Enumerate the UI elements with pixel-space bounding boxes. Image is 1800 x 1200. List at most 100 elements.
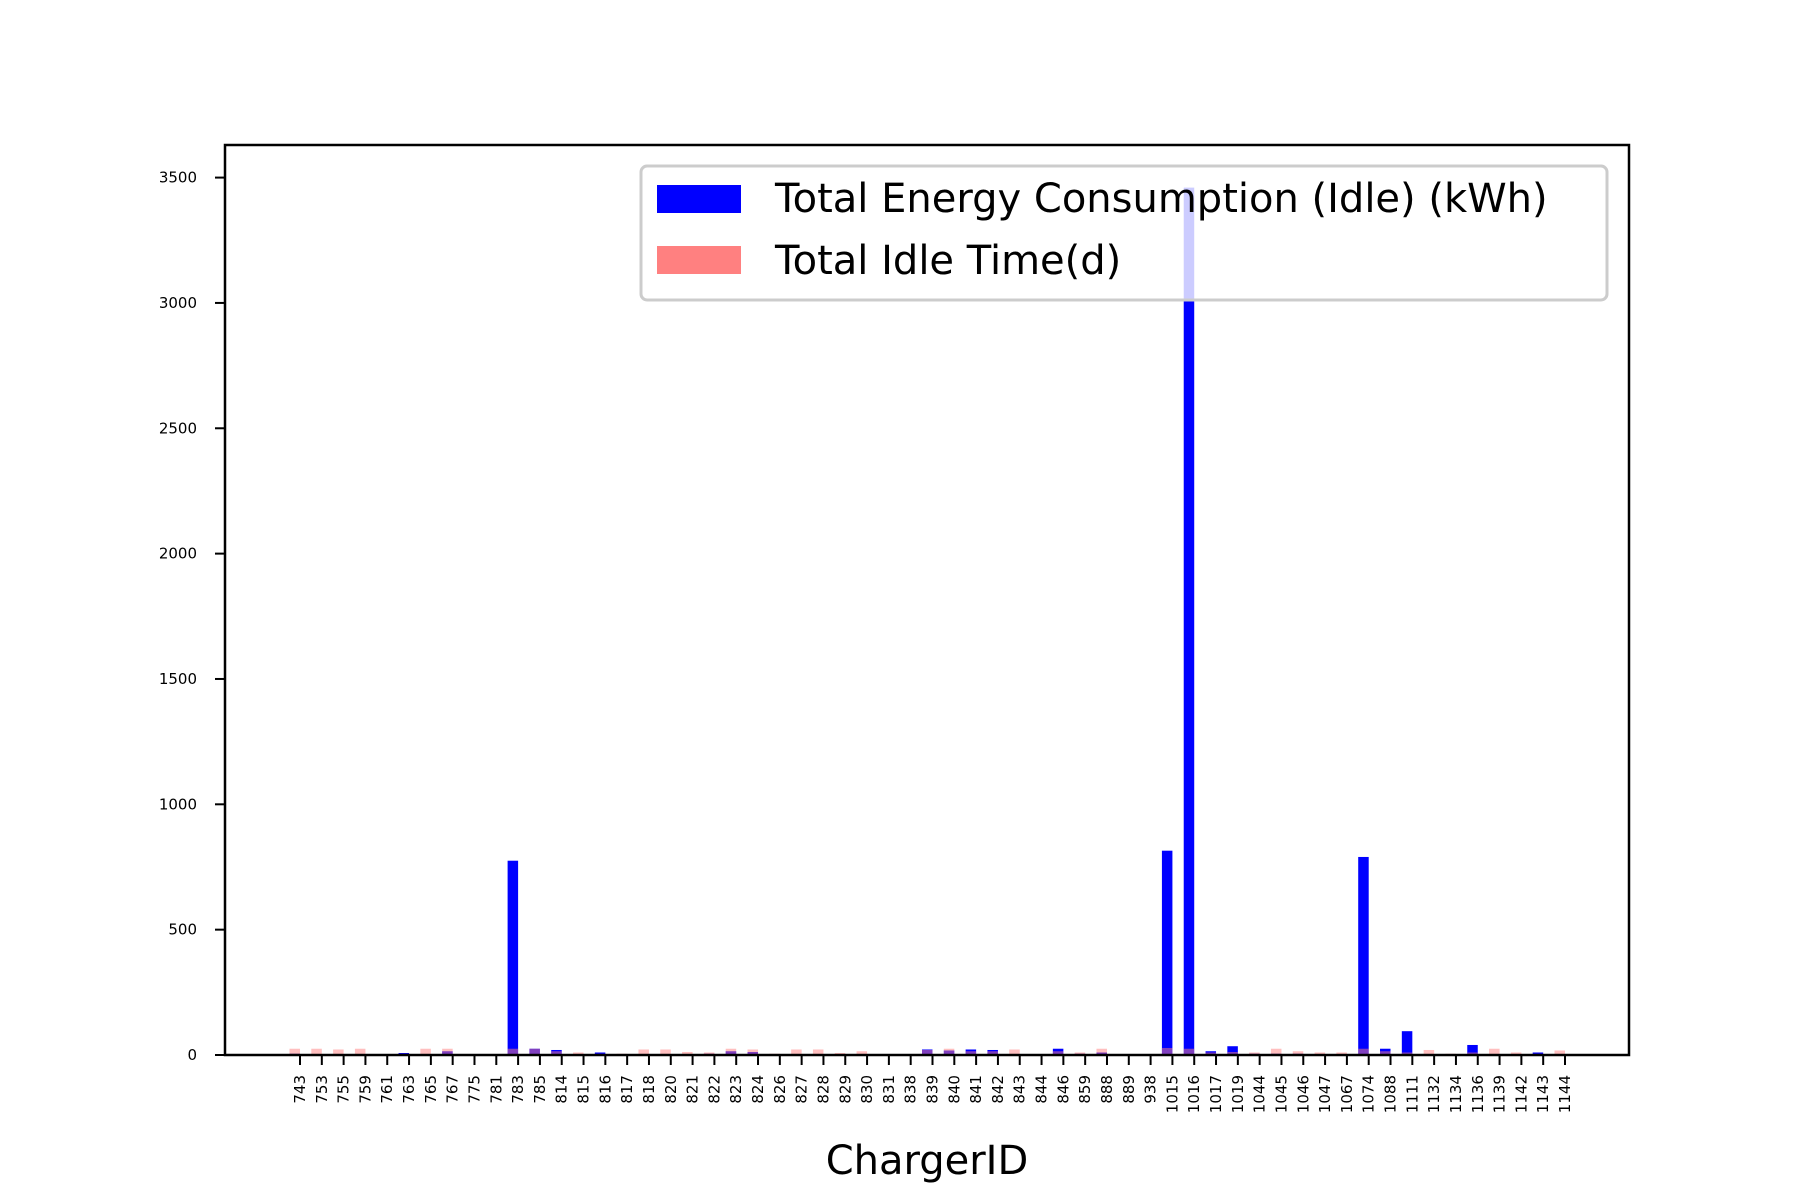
x-tick-label-843: 843 [1011,1075,1029,1104]
legend-swatch-energy [657,185,741,213]
x-tick-label-815: 815 [575,1075,593,1104]
x-tick-label-821: 821 [684,1075,702,1104]
y-tick-label-2500: 2500 [159,419,197,437]
x-tick-label-828: 828 [814,1075,832,1104]
x-tick-label-839: 839 [924,1075,942,1104]
x-tick-label-817: 817 [618,1075,636,1104]
bar-idle-830 [856,1051,868,1055]
x-tick-label-1015: 1015 [1163,1075,1181,1113]
x-tick-label-822: 822 [705,1075,723,1104]
bar-idle-818 [638,1049,649,1055]
x-tick-label-775: 775 [465,1075,483,1104]
bar-idle-759 [354,1048,366,1055]
bar-idle-1111 [1401,1052,1413,1055]
x-tick-label-1134: 1134 [1447,1075,1465,1113]
x-tick-label-1088: 1088 [1382,1075,1400,1113]
bar-idle-824 [747,1049,759,1055]
y-tick-label-1500: 1500 [159,670,197,688]
bar-idle-1136 [1467,1052,1478,1055]
x-tick-label-846: 846 [1054,1075,1072,1104]
x-tick-label-765: 765 [422,1075,440,1104]
x-tick-label-1074: 1074 [1360,1075,1378,1113]
bar-idle-1044 [1249,1052,1260,1055]
x-axis: 743 753 755 759 761 763 765 767 775 781 783 785 814 8… [291,1055,1574,1113]
x-tick-label-785: 785 [531,1075,549,1104]
bar-idle-1144 [1554,1050,1565,1055]
bar-idle-1016 [1183,1048,1195,1055]
bar-idle-827 [791,1049,802,1055]
legend-swatch-idle [657,246,741,274]
bar-idle-888 [1096,1048,1107,1055]
x-tick-label-859: 859 [1076,1075,1094,1104]
x-tick-label-1136: 1136 [1469,1075,1487,1113]
x-tick-label-761: 761 [378,1075,396,1104]
x-tick-label-1111: 1111 [1403,1075,1421,1113]
x-tick-label-1132: 1132 [1425,1075,1443,1113]
x-tick-label-824: 824 [749,1075,767,1104]
bar-energy-783 [507,860,519,1055]
bar-idle-1047 [1314,1052,1326,1055]
x-tick-label-889: 889 [1120,1075,1138,1104]
x-tick-label-826: 826 [771,1075,789,1104]
bar-idle-1142 [1510,1052,1522,1055]
x-tick-label-888: 888 [1098,1075,1116,1104]
x-tick-label-1019: 1019 [1229,1075,1247,1113]
x-tick-label-1045: 1045 [1272,1075,1290,1113]
y-tick-label-3500: 3500 [159,169,197,187]
x-tick-label-840: 840 [945,1075,963,1104]
x-tick-label-1016: 1016 [1185,1075,1203,1113]
bar-idle-839 [922,1049,933,1055]
bar-idle-841 [965,1051,977,1055]
bar-idle-765 [420,1048,431,1055]
bar-energy-1019 [1227,1046,1238,1055]
x-tick-label-1046: 1046 [1294,1075,1312,1113]
bar-idle-846 [1052,1051,1064,1055]
x-tick-label-1017: 1017 [1207,1075,1225,1113]
x-tick-label-763: 763 [400,1075,418,1104]
bar-idle-743 [289,1048,300,1055]
bar-idle-755 [333,1049,344,1055]
x-tick-label-1047: 1047 [1316,1075,1334,1113]
y-tick-label-2000: 2000 [159,545,197,563]
bar-idle-785 [529,1048,540,1055]
bar-idle-1017 [1205,1052,1217,1055]
bar-idle-820 [660,1049,671,1055]
plot-frame [223,143,1631,1057]
bar-idle-1088 [1380,1051,1391,1055]
x-tick-label-743: 743 [291,1075,309,1104]
bar-idle-842 [987,1051,998,1055]
x-tick-label-1067: 1067 [1338,1075,1356,1113]
bar-idle-814 [551,1051,562,1055]
x-tick-label-816: 816 [596,1075,614,1104]
legend-box [639,164,1609,302]
x-tick-label-838: 838 [902,1075,920,1104]
y-axis: 0 500 1000 1500 2000 2500 3000 3500 [159,169,225,1064]
bar-idle-840 [943,1048,955,1055]
bar-idle-1132 [1423,1049,1435,1055]
bar-idle-822 [703,1052,715,1055]
bar-idle-823 [725,1048,737,1055]
x-tick-label-830: 830 [858,1075,876,1104]
x-tick-label-827: 827 [793,1075,811,1104]
bar-idle-1074 [1358,1048,1369,1055]
bar-idle-767 [442,1048,453,1055]
x-tick-label-1142: 1142 [1512,1075,1530,1113]
x-tick-label-844: 844 [1033,1075,1051,1104]
x-tick-label-1144: 1144 [1556,1075,1574,1113]
x-tick-label-820: 820 [662,1075,680,1104]
y-tick-label-500: 500 [168,921,197,939]
legend-label-energy: Total Energy Consumption (Idle) (kWh) [774,176,1548,222]
bar-idle-859 [1074,1052,1086,1055]
legend: Total Energy Consumption (Idle) (kWh) To… [639,164,1609,302]
bar-idle-783 [507,1048,519,1055]
x-tick-label-755: 755 [335,1075,353,1104]
bar-idle-1139 [1489,1048,1500,1055]
bar-idle-843 [1009,1049,1020,1055]
y-tick-label-1000: 1000 [159,795,197,813]
bar-idle-1046 [1292,1051,1304,1055]
bar-idle-821 [682,1051,693,1055]
bar-energy-1074 [1358,856,1369,1055]
bar-energy-1111 [1401,1031,1413,1055]
x-tick-label-823: 823 [727,1075,745,1104]
